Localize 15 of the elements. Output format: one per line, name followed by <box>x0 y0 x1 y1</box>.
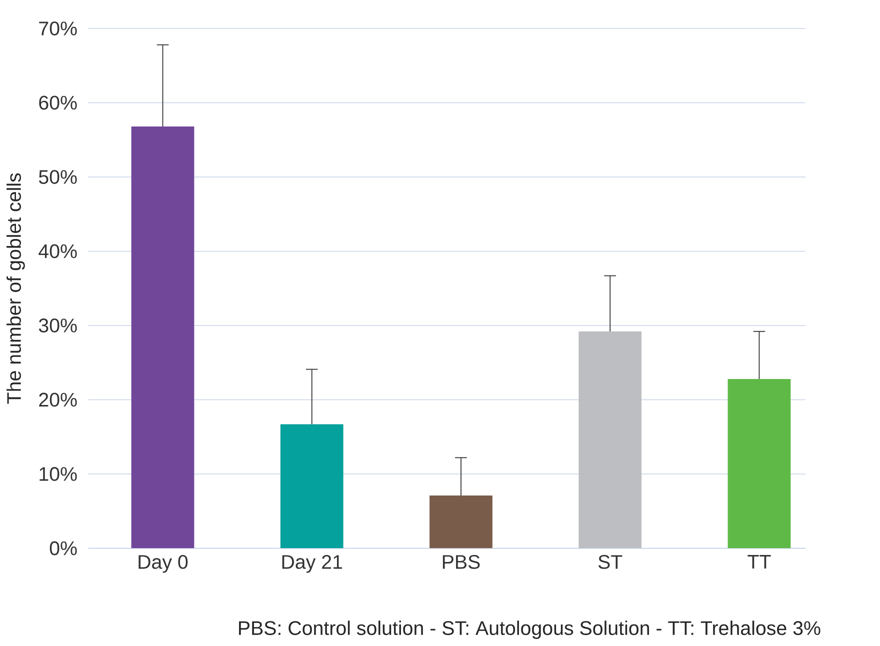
y-tick-label: 20% <box>39 393 77 407</box>
y-tick-label: 10% <box>40 467 77 482</box>
y-axis-title: The number of goblet cells <box>6 174 25 404</box>
x-tick-label: ST <box>598 555 622 570</box>
x-tick-label: Day 0 <box>138 555 188 574</box>
y-tick-label: 30% <box>38 318 77 333</box>
y-tick-label: 60% <box>39 96 77 110</box>
x-tick-label: PBS <box>442 555 480 570</box>
x-tick-label: Day 21 <box>282 555 342 574</box>
x-tick-label: TT <box>748 555 771 569</box>
y-tick-label: 0% <box>50 542 77 556</box>
y-tick-label: 70% <box>39 22 77 36</box>
y-tick-label: 50% <box>38 170 77 184</box>
y-tick-label: 40% <box>38 244 77 258</box>
text: PBS: Control solution - ST: Autologous Solution - TT: Trehalose 3% <box>239 620 820 640</box>
